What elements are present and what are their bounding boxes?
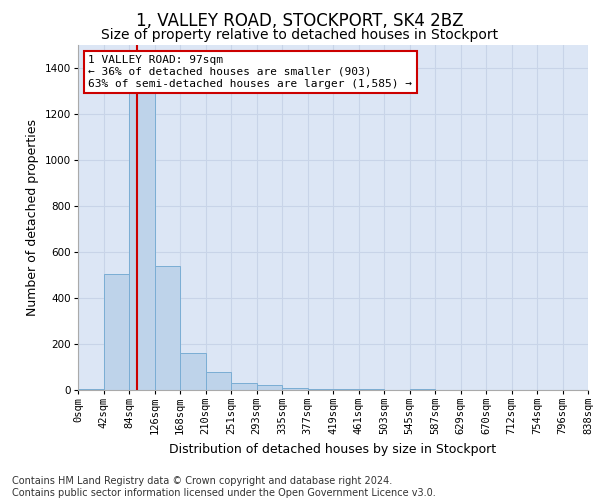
Bar: [257, 386, 282, 390]
Bar: [231, 382, 257, 390]
Bar: [333, 389, 359, 390]
Bar: [282, 388, 308, 390]
Bar: [409, 389, 435, 390]
Bar: [359, 389, 384, 390]
Bar: [104, 274, 129, 390]
Bar: [78, 389, 104, 390]
Bar: [308, 389, 333, 390]
Bar: [205, 372, 231, 390]
Bar: [180, 353, 205, 390]
Bar: [155, 266, 180, 390]
Text: 1, VALLEY ROAD, STOCKPORT, SK4 2BZ: 1, VALLEY ROAD, STOCKPORT, SK4 2BZ: [136, 12, 464, 30]
Bar: [129, 70, 155, 390]
Text: Size of property relative to detached houses in Stockport: Size of property relative to detached ho…: [101, 28, 499, 42]
X-axis label: Distribution of detached houses by size in Stockport: Distribution of detached houses by size …: [169, 443, 497, 456]
Text: 1 VALLEY ROAD: 97sqm
← 36% of detached houses are smaller (903)
63% of semi-deta: 1 VALLEY ROAD: 97sqm ← 36% of detached h…: [88, 56, 412, 88]
Text: Contains HM Land Registry data © Crown copyright and database right 2024.
Contai: Contains HM Land Registry data © Crown c…: [12, 476, 436, 498]
Y-axis label: Number of detached properties: Number of detached properties: [26, 119, 39, 316]
